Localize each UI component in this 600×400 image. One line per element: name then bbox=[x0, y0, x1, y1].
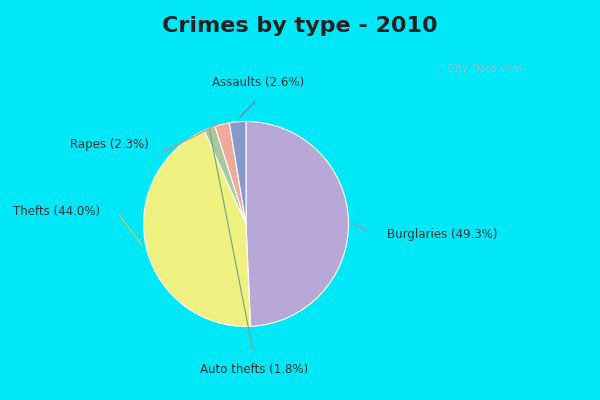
Text: Crimes by type - 2010: Crimes by type - 2010 bbox=[162, 16, 438, 36]
Text: Thefts (44.0%): Thefts (44.0%) bbox=[13, 205, 100, 218]
Wedge shape bbox=[204, 126, 246, 224]
Text: Auto thefts (1.8%): Auto thefts (1.8%) bbox=[200, 363, 308, 376]
Wedge shape bbox=[215, 123, 246, 224]
Wedge shape bbox=[143, 130, 251, 326]
Text: Burglaries (49.3%): Burglaries (49.3%) bbox=[388, 228, 498, 241]
Text: ⓘ City-Data.com: ⓘ City-Data.com bbox=[438, 64, 522, 74]
Wedge shape bbox=[246, 122, 349, 326]
Text: Assaults (2.6%): Assaults (2.6%) bbox=[212, 76, 304, 89]
Text: Rapes (2.3%): Rapes (2.3%) bbox=[70, 138, 149, 150]
Wedge shape bbox=[229, 122, 246, 224]
